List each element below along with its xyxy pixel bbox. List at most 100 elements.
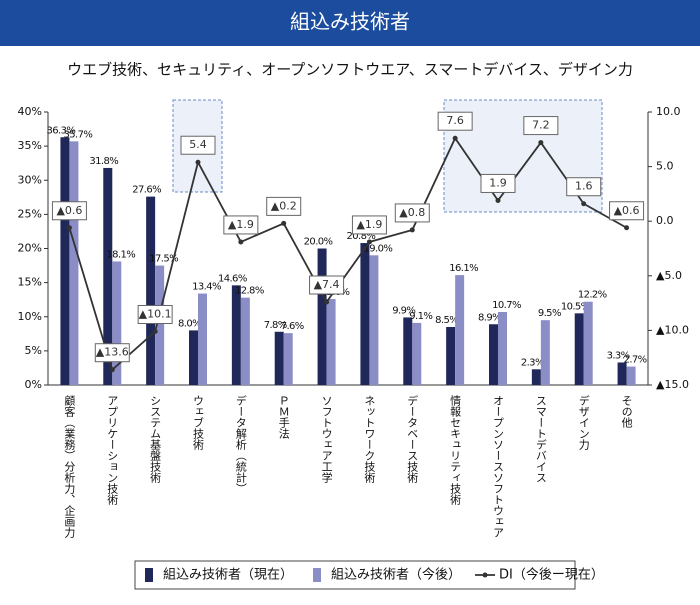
value-label-box — [137, 304, 173, 324]
value-label: ▲0.6 — [614, 204, 640, 217]
value-label: ▲7.4 — [314, 278, 340, 291]
value-label-box — [180, 135, 216, 155]
value-label: 2.3% — [521, 357, 544, 368]
bar — [574, 313, 584, 385]
y2-tick-label: 5.0 — [656, 160, 674, 173]
bar — [103, 167, 113, 385]
value-label: 35.7% — [64, 129, 93, 140]
value-label-box — [94, 343, 130, 363]
bar — [69, 141, 79, 385]
value-label: 9.1% — [409, 311, 432, 322]
legend-label: 組込み技術者（今後） — [331, 567, 461, 583]
value-label: ▲0.6 — [56, 204, 82, 217]
x-tick-label: その他 — [620, 395, 633, 428]
legend-swatch — [313, 568, 322, 582]
y-tick-label: 20% — [18, 242, 42, 255]
y2-tick-label: ▲5.0 — [656, 269, 682, 282]
y-tick-label: 30% — [18, 173, 42, 186]
value-label-box — [523, 116, 559, 136]
bar — [112, 261, 122, 385]
value-label: 12.2% — [578, 290, 607, 301]
bar — [498, 311, 507, 385]
line — [68, 136, 628, 372]
value-label: ▲1.9 — [228, 218, 254, 231]
value-label: 17.5% — [149, 254, 178, 265]
bar — [540, 320, 550, 385]
value-label: 10.5% — [561, 301, 590, 312]
value-label: 5.4 — [189, 138, 207, 151]
x-tick-label: デザイン力 — [577, 394, 590, 450]
y-tick-label: 15% — [18, 276, 42, 289]
value-label-box — [394, 203, 430, 223]
point — [452, 135, 458, 141]
bar — [60, 137, 70, 385]
value-label: ▲13.6 — [96, 346, 129, 359]
value-label-box — [566, 177, 602, 197]
value-label: ▲1.9 — [356, 218, 382, 231]
value-label: 3.3% — [607, 350, 630, 361]
value-label: 8.9% — [478, 312, 501, 323]
bar — [403, 317, 413, 385]
value-label: 20.8% — [347, 231, 376, 242]
bar — [626, 366, 636, 385]
value-label: ▲10.1 — [139, 307, 172, 320]
legend-point — [482, 572, 488, 578]
x-tick-label: 顧客（業務）分析力、企画力 — [63, 394, 76, 538]
value-label: 1.6 — [575, 180, 593, 193]
bar — [231, 285, 241, 385]
legend-label: DI（今後ー現在） — [499, 567, 604, 583]
value-label: 16.1% — [449, 263, 478, 274]
value-label: ▲0.2 — [271, 199, 297, 212]
bar — [146, 196, 156, 385]
x-tick-label: ウェブ技術 — [192, 395, 205, 450]
value-label: 10.7% — [492, 300, 521, 311]
point — [281, 220, 287, 226]
value-label: 27.6% — [132, 185, 161, 196]
bar — [198, 293, 207, 385]
x-tick-label: システム基盤技術 — [149, 395, 162, 483]
bar — [489, 324, 498, 385]
y2-tick-label: ▲15.0 — [656, 378, 689, 391]
value-label: 2.7% — [624, 355, 647, 366]
value-label-box — [351, 215, 387, 235]
value-label: 36.3% — [47, 125, 76, 136]
y-tick-label: 35% — [18, 139, 42, 152]
x-tick-label: ソフトウェア工学 — [320, 395, 333, 483]
value-label: 7.6% — [281, 321, 304, 332]
point — [495, 197, 501, 203]
x-tick-label: データ解析（統計） — [234, 394, 247, 494]
point — [624, 225, 630, 231]
point — [366, 239, 372, 245]
x-tick-label: ＰＭ手法 — [277, 395, 290, 439]
value-label: 31.8% — [89, 156, 118, 167]
y-tick-label: 25% — [18, 207, 42, 220]
bar — [446, 326, 456, 385]
y2-tick-label: 10.0 — [656, 105, 681, 118]
bar — [360, 243, 370, 385]
value-label: 9.5% — [538, 308, 561, 319]
chart-subtitle: ウエブ技術、セキュリティ、オープンソフトウエア、スマートデバイス、デザイン力 — [67, 61, 633, 79]
bar — [283, 333, 293, 385]
value-label: ▲0.8 — [399, 206, 425, 219]
value-label: 14.6% — [218, 273, 247, 284]
value-label-box — [309, 275, 345, 295]
value-label-box — [609, 201, 645, 221]
value-label: 8.5% — [435, 315, 458, 326]
x-tick-label: オープンソースソフトウェア — [492, 395, 505, 538]
y-tick-label: 5% — [25, 344, 42, 357]
point — [195, 159, 201, 165]
value-label: 19.0% — [364, 243, 393, 254]
value-label: 18.1% — [106, 249, 135, 260]
bar — [189, 330, 198, 385]
bar — [531, 369, 541, 385]
chart-title: 組込み技術者 — [290, 10, 410, 34]
bar — [326, 299, 336, 385]
bar — [617, 362, 627, 385]
point — [581, 201, 587, 207]
point — [66, 225, 72, 231]
bar — [583, 301, 593, 385]
value-label-box — [223, 215, 259, 235]
bar — [455, 275, 465, 385]
